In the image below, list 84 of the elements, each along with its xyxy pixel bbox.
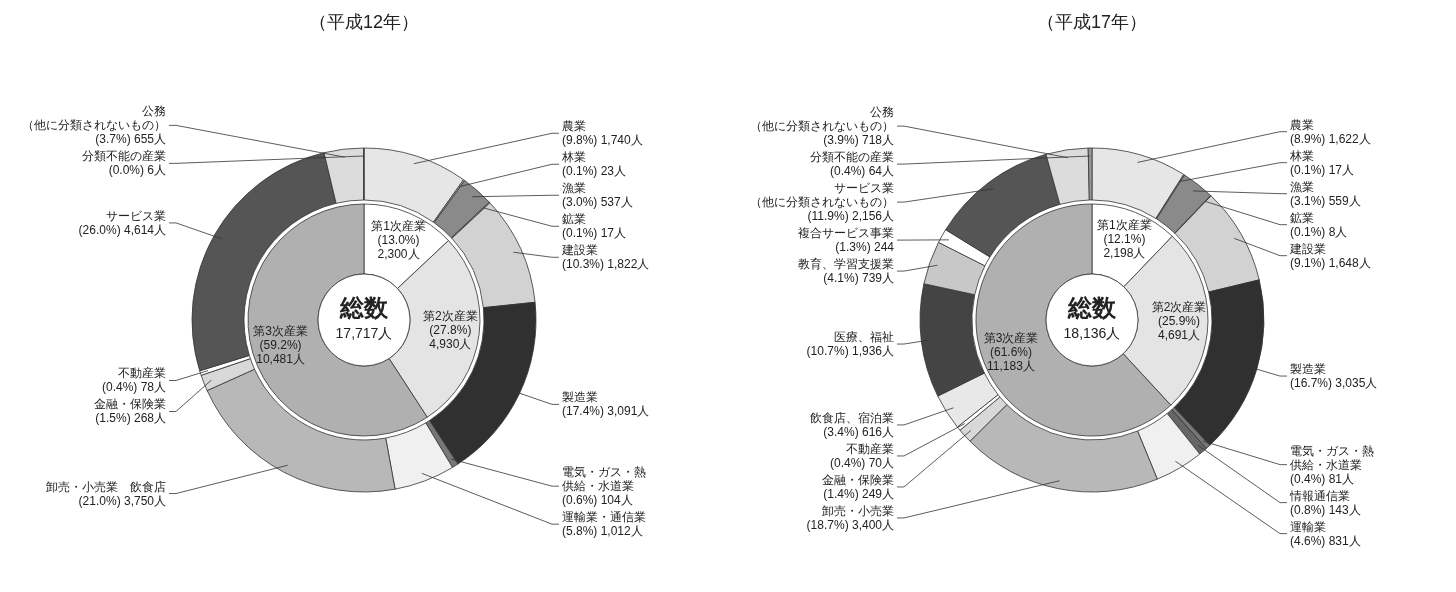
text: 総数 bbox=[1067, 294, 1117, 321]
data-label: (21.0%) 3,750人 bbox=[78, 493, 166, 508]
slice-label: 運輸業 bbox=[1290, 519, 1326, 534]
slice-label: 第2次産業 bbox=[423, 309, 478, 324]
slice-label: 漁業 bbox=[562, 181, 586, 196]
data-label: (13.0%) 2,300人 bbox=[377, 233, 420, 262]
slice-label: 農業 bbox=[1290, 117, 1314, 132]
slice-label: 教育、学習支援業 bbox=[798, 257, 894, 272]
text: 17,717人 bbox=[335, 325, 393, 341]
slice-label: 電気・ガス・熱供給・水道業 bbox=[1290, 443, 1374, 472]
slice-label: 第1次産業 bbox=[371, 219, 426, 234]
data-label: (59.2%) 10,481人 bbox=[256, 337, 305, 366]
slice-label: 分類不能の産業 bbox=[810, 150, 894, 165]
data-label: (16.7%) 3,035人 bbox=[1290, 376, 1378, 391]
slice-label: 電気・ガス・熱供給・水道業 bbox=[562, 465, 646, 494]
data-label: (0.4%) 81人 bbox=[1290, 471, 1355, 486]
slice-label: 建設業 bbox=[1289, 241, 1326, 256]
data-label: (18.7%) 3,400人 bbox=[806, 517, 894, 532]
slice-label: 不動産業 bbox=[118, 366, 166, 381]
data-label: (11.9%) 2,156人 bbox=[807, 209, 894, 224]
slice-label: 林業 bbox=[561, 150, 586, 165]
data-label: (61.6%) 11,183人 bbox=[987, 344, 1035, 373]
data-label: (0.8%) 143人 bbox=[1290, 502, 1361, 517]
data-label: (8.9%) 1,622人 bbox=[1290, 131, 1371, 146]
data-label: (17.4%) 3,091人 bbox=[562, 404, 650, 419]
data-label: (3.0%) 537人 bbox=[562, 195, 633, 210]
data-label: (3.9%) 718人 bbox=[823, 133, 894, 148]
data-label: (25.9%) 4,691人 bbox=[1157, 313, 1201, 342]
text: 総数 bbox=[339, 294, 389, 321]
slice-label: 第3次産業 bbox=[983, 330, 1039, 345]
data-label: (4.6%) 831人 bbox=[1290, 533, 1361, 548]
slice-label: 情報通信業 bbox=[1289, 488, 1350, 503]
data-label: (0.4%) 64人 bbox=[829, 164, 894, 179]
data-label: (4.1%) 739人 bbox=[823, 271, 894, 286]
data-label: (27.8%) 4,930人 bbox=[429, 323, 472, 352]
slice-label: サービス業（他に分類されないもの） bbox=[750, 181, 894, 210]
slice-label: 製造業 bbox=[562, 390, 598, 405]
slice-label: 金融・保険業 bbox=[822, 472, 894, 487]
slice-label: 分類不能の産業 bbox=[82, 149, 166, 164]
data-label: (3.7%) 655人 bbox=[95, 132, 166, 147]
slice-label: 林業 bbox=[1289, 148, 1314, 163]
data-label: (0.0%) 6人 bbox=[108, 163, 166, 178]
data-label: (1.3%) 244 bbox=[835, 240, 895, 255]
slice-label: 医療、福祉 bbox=[834, 330, 894, 345]
data-label: (12.1%) 2,198人 bbox=[1103, 232, 1146, 261]
slice-label: 第2次産業 bbox=[1151, 299, 1207, 314]
slice-label: 漁業 bbox=[1290, 179, 1314, 194]
chart-title: （平成17年） bbox=[1036, 12, 1148, 32]
slice-label: 鉱業 bbox=[562, 212, 586, 227]
data-label: (0.6%) 104人 bbox=[562, 493, 633, 508]
slice-label: サービス業 bbox=[106, 208, 166, 223]
data-label: (3.1%) 559人 bbox=[1290, 193, 1361, 208]
data-label: (3.4%) 616人 bbox=[823, 424, 894, 439]
data-label: (0.1%) 17人 bbox=[562, 226, 627, 241]
chart-title: （平成12年） bbox=[308, 12, 420, 32]
data-label: (0.1%) 23人 bbox=[562, 164, 627, 179]
data-label: (5.8%) 1,012人 bbox=[562, 524, 643, 539]
data-label: (0.1%) 8人 bbox=[1290, 224, 1348, 239]
data-label: (26.0%) 4,614人 bbox=[78, 222, 166, 237]
slice-label: 第1次産業 bbox=[1097, 218, 1152, 233]
data-label: (0.1%) 17人 bbox=[1290, 162, 1355, 177]
data-label: (10.7%) 1,936人 bbox=[806, 344, 894, 359]
data-label: (9.1%) 1,648人 bbox=[1290, 255, 1371, 270]
slice-label: 金融・保険業 bbox=[94, 397, 166, 412]
slice-label: 卸売・小売業 飲食店 bbox=[46, 479, 166, 494]
slice-label: 公務（他に分類されないもの） bbox=[750, 105, 894, 134]
slice-label: 運輸業・通信業 bbox=[562, 510, 646, 525]
data-label: (0.4%) 70人 bbox=[829, 455, 894, 470]
slice-label: 飲食店、宿泊業 bbox=[810, 410, 894, 425]
slice-label: 農業 bbox=[562, 119, 586, 134]
data-label: (1.5%) 268人 bbox=[95, 411, 166, 426]
slice-label: 第3次産業 bbox=[253, 323, 308, 338]
data-label: (10.3%) 1,822人 bbox=[562, 257, 650, 272]
slice-label: 複合サービス事業 bbox=[798, 226, 894, 241]
slice-label: 製造業 bbox=[1290, 362, 1326, 377]
slice-label: 公務（他に分類されないもの） bbox=[22, 104, 166, 133]
data-label: (1.4%) 249人 bbox=[823, 486, 894, 501]
data-label: (0.4%) 78人 bbox=[101, 380, 166, 395]
data-label: (9.8%) 1,740人 bbox=[562, 133, 643, 148]
slice-label: 不動産業 bbox=[846, 441, 894, 456]
text: 18,136人 bbox=[1063, 325, 1121, 341]
slice-label: 鉱業 bbox=[1290, 210, 1314, 225]
slice-label: 卸売・小売業 bbox=[822, 503, 894, 518]
slice-label: 建設業 bbox=[561, 243, 598, 258]
